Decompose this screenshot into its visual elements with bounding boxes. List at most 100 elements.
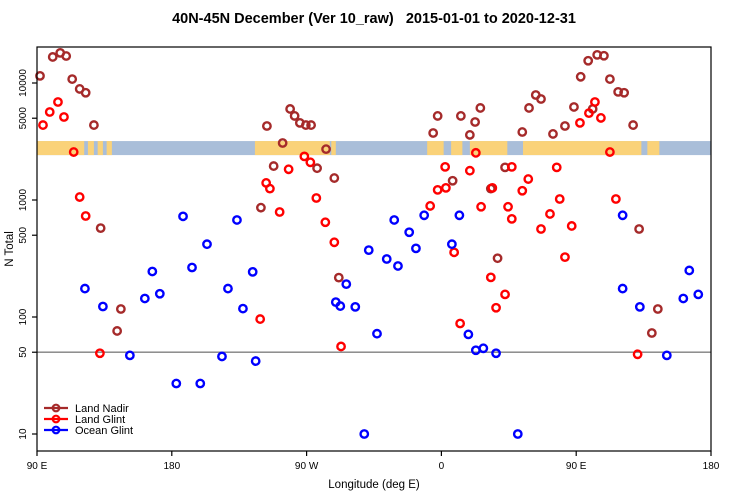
data-point-ocean-glint <box>147 266 158 277</box>
data-point-ocean-glint <box>678 293 689 304</box>
map-band-land-segment <box>254 141 330 156</box>
y-tick-label: 10000 <box>18 69 29 97</box>
data-point-land-nadir <box>470 117 480 127</box>
data-point-land-glint <box>506 213 517 224</box>
data-point-land-glint <box>320 217 331 228</box>
data-point-ocean-glint <box>617 210 628 221</box>
data-point-ocean-glint <box>446 239 457 250</box>
data-point-land-glint <box>470 147 481 158</box>
data-point-land-nadir <box>619 87 630 98</box>
map-band-land-segment <box>523 141 642 156</box>
data-point-land-glint <box>432 184 443 195</box>
data-point-land-nadir <box>475 103 486 113</box>
data-point-land-nadir <box>575 71 586 82</box>
data-point-land-nadir <box>35 70 45 81</box>
legend-label: Land Glint <box>75 414 125 426</box>
data-point-ocean-glint <box>359 429 370 439</box>
data-point-land-nadir <box>428 128 439 138</box>
data-point-land-nadir <box>464 130 475 140</box>
data-point-ocean-glint <box>178 211 188 222</box>
data-point-land-nadir <box>536 94 546 104</box>
data-point-land-nadir <box>333 272 344 283</box>
y-tick-label: 50 <box>18 346 29 358</box>
x-axis-title: Longitude (deg E) <box>328 479 420 491</box>
data-point-ocean-glint <box>381 254 392 264</box>
legend-marker-circle <box>51 414 61 424</box>
map-band-land-segment <box>106 141 112 156</box>
data-point-land-nadir <box>432 111 443 121</box>
data-point-land-glint <box>476 201 486 212</box>
data-point-land-glint <box>299 151 310 162</box>
data-point-land-glint <box>575 118 585 128</box>
data-point-land-nadir <box>89 120 99 130</box>
data-point-ocean-glint <box>617 283 628 294</box>
map-band-land-segment <box>97 141 103 156</box>
data-point-land-glint <box>305 157 316 168</box>
data-point-land-nadir <box>289 111 300 121</box>
data-point-land-nadir <box>67 74 78 84</box>
data-point-land-glint <box>503 201 513 212</box>
data-point-ocean-glint <box>80 283 90 294</box>
data-point-land-glint <box>283 164 294 175</box>
map-band-land-segment <box>647 141 660 156</box>
data-point-land-nadir <box>605 74 615 84</box>
data-point-land-glint <box>464 165 475 176</box>
data-point-ocean-glint <box>154 288 165 299</box>
data-point-ocean-glint <box>372 328 382 339</box>
data-point-ocean-glint <box>463 329 474 340</box>
data-point-ocean-glint <box>187 262 197 273</box>
data-point-land-glint <box>74 192 85 202</box>
data-point-land-glint <box>523 174 534 184</box>
data-point-land-nadir <box>312 163 322 174</box>
data-point-land-glint <box>425 201 436 211</box>
map-band-land-segment <box>427 141 444 156</box>
data-point-ocean-glint <box>393 261 403 271</box>
data-point-ocean-glint <box>98 301 108 312</box>
data-point-land-glint <box>632 349 643 360</box>
chart-title: 40N-45N December (Ver 10_raw) 2015-01-01… <box>172 11 576 27</box>
data-point-land-glint <box>44 107 55 117</box>
data-point-land-glint <box>506 161 517 172</box>
data-point-ocean-glint <box>363 245 374 256</box>
map-band-land-segment <box>451 141 463 156</box>
data-point-land-nadir <box>646 328 657 338</box>
data-point-ocean-glint <box>139 293 150 304</box>
data-point-land-glint <box>455 318 466 329</box>
data-point-ocean-glint <box>478 343 489 354</box>
x-tick-label: 90 E <box>27 461 48 472</box>
data-point-land-glint <box>605 147 615 157</box>
data-point-land-glint <box>68 147 79 157</box>
data-point-ocean-glint <box>238 303 248 314</box>
data-point-land-nadir <box>95 223 106 234</box>
plot-box <box>36 46 712 452</box>
data-point-land-glint <box>440 182 451 193</box>
data-point-land-nadir <box>112 326 123 336</box>
data-point-land-glint <box>536 224 546 234</box>
data-point-land-glint <box>485 272 496 283</box>
data-point-land-glint <box>517 185 528 196</box>
data-point-land-nadir <box>285 104 296 114</box>
data-point-ocean-glint <box>491 348 501 359</box>
data-point-land-glint <box>590 97 600 107</box>
x-tick-label: 90 W <box>295 461 319 472</box>
data-point-ocean-glint <box>250 356 261 366</box>
data-point-land-nadir <box>329 173 340 183</box>
data-point-land-nadir <box>569 102 579 112</box>
x-tick-label: 90 E <box>566 461 587 472</box>
y-tick-label: 100 <box>18 308 29 325</box>
data-point-ocean-glint <box>419 210 430 221</box>
data-point-land-nadir <box>560 121 570 131</box>
data-point-ocean-glint <box>634 301 645 312</box>
data-point-ocean-glint <box>454 210 465 221</box>
data-point-land-glint <box>80 211 91 221</box>
data-point-land-glint <box>53 97 63 107</box>
data-point-land-glint <box>610 194 621 204</box>
data-point-land-nadir <box>306 120 316 130</box>
x-tick-label: 180 <box>163 461 180 472</box>
data-point-land-glint <box>329 237 340 248</box>
y-tick-label: 500 <box>18 226 29 243</box>
data-point-ocean-glint <box>217 351 227 362</box>
data-point-land-nadir <box>517 127 528 137</box>
data-point-land-glint <box>554 194 565 204</box>
data-point-ocean-glint <box>661 350 672 361</box>
